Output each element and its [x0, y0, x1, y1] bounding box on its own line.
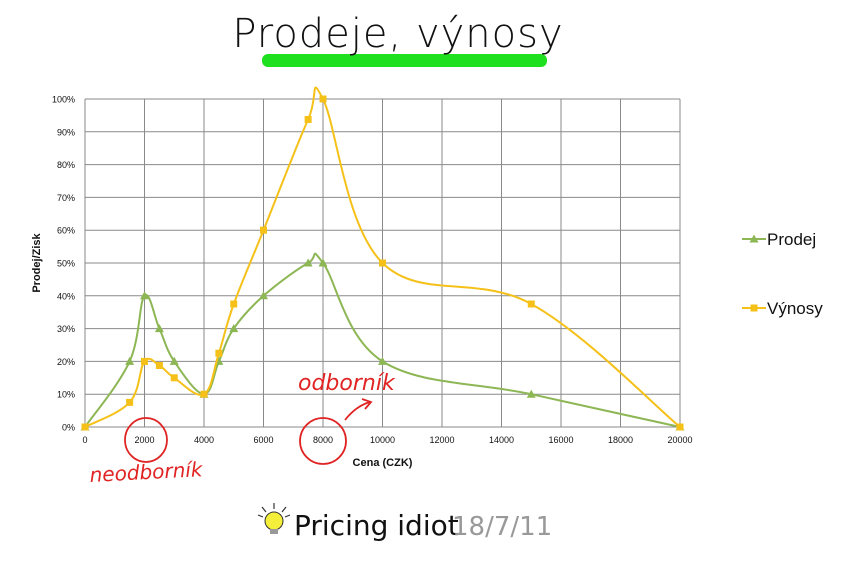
data-point-v-nosy: [215, 349, 223, 357]
annotation-arrowhead: [361, 398, 373, 410]
x-tick-label: 20000: [667, 435, 692, 445]
data-point-v-nosy: [230, 300, 238, 308]
data-point-v-nosy: [379, 259, 386, 267]
y-tick-label: 20%: [57, 357, 75, 367]
y-tick-label: 60%: [57, 226, 75, 236]
data-point-v-nosy: [126, 398, 134, 406]
data-point-prodej: [125, 356, 135, 365]
y-tick-label: 50%: [57, 259, 75, 269]
data-point-prodej: [378, 356, 387, 365]
data-point-prodej: [318, 258, 328, 267]
data-point-v-nosy: [676, 423, 684, 431]
annotation-circle-8000: [299, 417, 347, 465]
data-point-v-nosy: [304, 116, 312, 123]
annotation-expert: odborník: [298, 371, 396, 396]
x-tick-label: 16000: [548, 435, 573, 445]
title-highlight: [262, 54, 547, 67]
plot-area: 0% 10% 20% 30% 40% 50% 60% 70% 80% 90% 100% 0 2000 40…: [31, 86, 693, 469]
legend-marker-prodej: [749, 234, 759, 243]
x-tick-label: 18000: [608, 435, 633, 445]
legend-marker-v-nosy: [750, 304, 758, 312]
y-tick-label: 70%: [57, 193, 75, 203]
annotation-circle-2000: [124, 417, 168, 463]
footer-brand: Pricing idiot: [294, 509, 459, 542]
legend: Prodej Výnosy: [742, 230, 823, 318]
data-point-v-nosy: [260, 226, 267, 234]
legend-label-prodej: Prodej: [767, 230, 816, 249]
y-tick-label: 90%: [57, 127, 75, 137]
x-tick-label: 6000: [253, 435, 273, 445]
footer-date: 18/7/11: [452, 512, 552, 542]
page-title: Prodeje, výnosy: [232, 11, 563, 57]
x-tick-label: 12000: [429, 435, 454, 445]
legend-label-v-nosy: Výnosy: [767, 299, 823, 318]
data-point-v-nosy: [527, 300, 535, 308]
data-point-v-nosy: [141, 357, 148, 365]
data-point-prodej: [303, 258, 313, 267]
x-tick-label: 14000: [489, 435, 514, 445]
data-point-prodej: [526, 389, 536, 398]
y-tick-label: 0%: [62, 423, 75, 433]
data-point-v-nosy: [170, 374, 178, 382]
x-tick-label: 4000: [194, 435, 214, 445]
y-tick-label: 80%: [57, 160, 75, 170]
lightbulb-icon: [257, 503, 291, 534]
annotation-arrow: [344, 401, 371, 421]
x-tick-label: 0: [82, 435, 87, 445]
data-point-v-nosy: [155, 362, 163, 369]
data-point-prodej: [259, 291, 268, 300]
x-tick-label: 2000: [134, 435, 154, 445]
x-axis-title: Cena (CZK): [353, 457, 413, 469]
data-point-v-nosy: [319, 95, 327, 103]
y-tick-label: 40%: [57, 291, 75, 301]
data-point-prodej: [140, 291, 149, 300]
y-tick-label: 10%: [57, 390, 75, 400]
series-line-v-nosy: [84, 86, 681, 428]
data-point-v-nosy: [81, 423, 89, 431]
y-tick-label: 100%: [52, 95, 75, 105]
y-axis-title: Prodej/Zisk: [31, 232, 43, 292]
x-tick-label: 8000: [313, 435, 333, 445]
y-tick-label: 30%: [57, 324, 75, 334]
data-point-prodej: [154, 324, 164, 333]
x-tick-label: 10000: [370, 435, 395, 445]
annotation-non-expert: neodborník: [89, 457, 204, 487]
data-point-prodej: [169, 356, 179, 365]
data-point-prodej: [229, 324, 239, 333]
data-point-v-nosy: [200, 390, 208, 398]
